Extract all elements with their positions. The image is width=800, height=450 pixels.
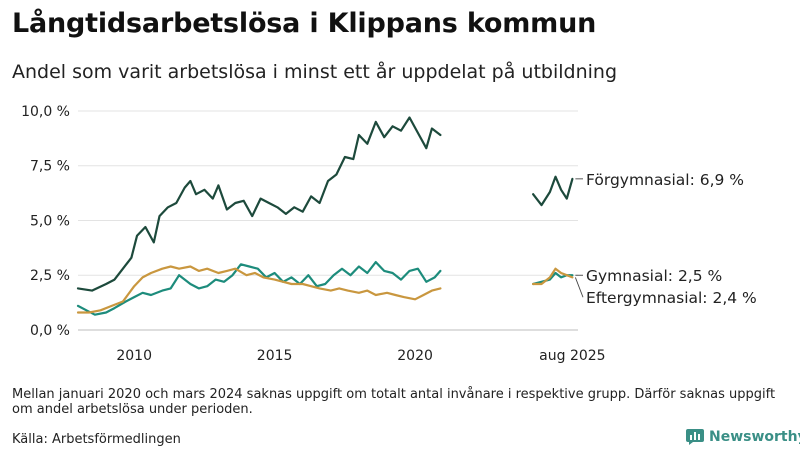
grid-lines xyxy=(78,110,578,331)
series-line-förgymnasial xyxy=(76,116,442,292)
chart-title: Långtidsarbetslösa i Klippans kommun xyxy=(12,8,597,39)
end-label-gymnasial: Gymnasial: 2,5 % xyxy=(586,267,722,285)
y-tick-label: 10,0 % xyxy=(21,104,70,120)
x-tick-label: 2020 xyxy=(397,348,433,364)
series-lines xyxy=(76,116,574,316)
y-tick-label: 0,0 % xyxy=(30,323,70,339)
y-tick-label: 7,5 % xyxy=(30,159,70,175)
brand-name: Newsworthy xyxy=(709,429,800,445)
x-axis-ticks: 2010 2015 2020 aug 2025 xyxy=(116,348,605,364)
leader-line xyxy=(574,277,584,298)
x-tick-label: aug 2025 xyxy=(539,348,605,364)
y-tick-label: 5,0 % xyxy=(30,213,70,229)
end-label-förgymnasial: Förgymnasial: 6,9 % xyxy=(586,171,744,189)
y-axis-ticks: 0,0 % 2,5 % 5,0 % 7,5 % 10,0 % xyxy=(21,104,70,339)
x-tick-label: 2010 xyxy=(116,348,152,364)
newsworthy-logo-icon xyxy=(686,429,704,445)
y-tick-label: 2,5 % xyxy=(30,268,70,284)
series-line-eftergymnasial xyxy=(532,267,574,286)
x-tick-label: 2015 xyxy=(257,348,293,364)
chart-subtitle: Andel som varit arbetslösa i minst ett å… xyxy=(12,61,618,83)
source-note: Källa: Arbetsförmedlingen xyxy=(12,432,181,447)
footnote: Mellan januari 2020 och mars 2024 saknas… xyxy=(12,387,776,417)
series-line-förgymnasial xyxy=(532,175,574,207)
brand-logo: Newsworthy xyxy=(686,429,800,445)
series-end-labels: Förgymnasial: 6,9 % Gymnasial: 2,5 % Efter… xyxy=(574,171,757,307)
end-label-eftergymnasial: Eftergymnasial: 2,4 % xyxy=(586,289,757,307)
series-line-eftergymnasial xyxy=(76,265,442,314)
